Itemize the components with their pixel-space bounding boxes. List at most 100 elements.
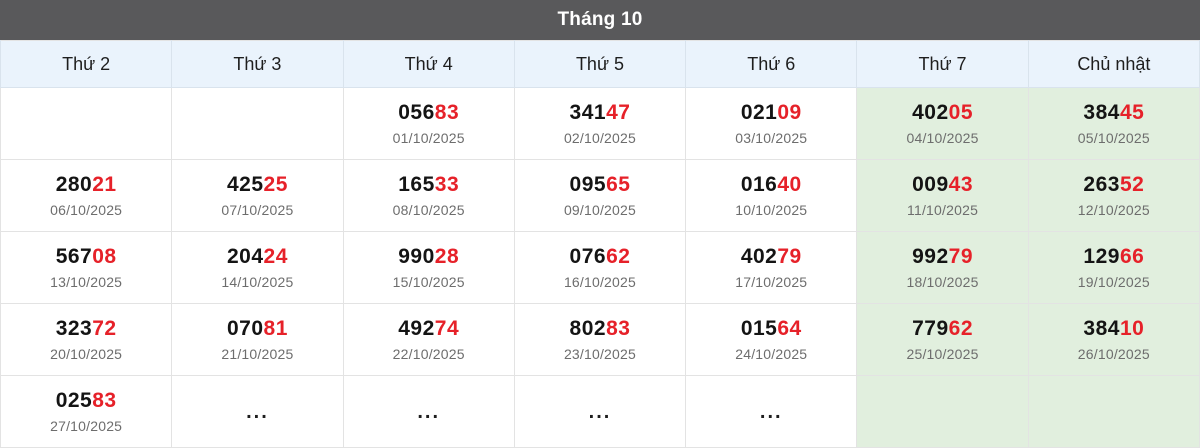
day-cell: 99279 18/10/2025 [856, 231, 1029, 304]
result-number-tail: 79 [948, 245, 973, 269]
result-date: 02/10/2025 [563, 129, 637, 146]
result-number-main: 165 [398, 173, 435, 197]
pending-ellipsis: ... [588, 400, 612, 423]
result-number-tail: 52 [1119, 173, 1145, 197]
result-number: 09565 [515, 173, 685, 197]
day-cell: 07662 16/10/2025 [513, 231, 687, 304]
result-number-tail: 62 [606, 245, 631, 269]
day-cell [1027, 375, 1200, 448]
day-cell: 16533 08/10/2025 [342, 159, 515, 232]
weekday-header-row: Thứ 2 Thứ 3 Thứ 4 Thứ 5 Thứ 6 Thứ 7 Chủ nhật [0, 40, 1200, 88]
result-number: 20424 [172, 245, 342, 269]
result-number-main: 025 [55, 389, 93, 413]
day-cell: 00943 11/10/2025 [856, 159, 1029, 232]
day-cell: 77962 25/10/2025 [856, 303, 1029, 376]
day-cell: ... [342, 375, 515, 448]
day-cell: 02109 03/10/2025 [685, 87, 858, 160]
result-date: 06/10/2025 [50, 201, 123, 218]
weekday-header-4: Thứ 5 [513, 40, 687, 88]
result-number-main: 280 [55, 173, 93, 197]
day-cell [0, 87, 173, 160]
result-number: 38445 [1029, 101, 1199, 125]
day-cell: 34147 02/10/2025 [513, 87, 687, 160]
result-number-tail: 81 [263, 317, 288, 341]
day-cell: 02583 27/10/2025 [0, 375, 173, 448]
result-date: 14/10/2025 [221, 273, 294, 290]
weekday-header-7: Chủ nhật [1027, 40, 1200, 88]
day-cell: 40205 04/10/2025 [856, 87, 1029, 160]
result-date: 17/10/2025 [735, 273, 808, 290]
result-number: 01640 [686, 173, 856, 197]
result-number-main: 129 [1083, 245, 1120, 269]
result-date: 01/10/2025 [392, 129, 465, 146]
day-cell [856, 375, 1029, 448]
result-number-tail: 40 [777, 173, 802, 197]
weekday-header-5: Thứ 6 [685, 40, 858, 88]
results-table: Thứ 2 Thứ 3 Thứ 4 Thứ 5 Thứ 6 Thứ 7 Chủ nhật 0… [0, 40, 1200, 448]
result-date: 03/10/2025 [735, 129, 808, 146]
result-number: 32372 [1, 317, 171, 341]
result-number: 07081 [172, 317, 342, 341]
result-number-main: 056 [398, 101, 435, 125]
result-number-main: 992 [912, 245, 949, 269]
result-number: 28021 [1, 173, 171, 197]
result-number: 42525 [172, 173, 342, 197]
result-number: 38410 [1029, 317, 1199, 341]
pending-ellipsis: ... [417, 400, 441, 423]
day-cell: 09565 09/10/2025 [513, 159, 687, 232]
result-date: 22/10/2025 [392, 345, 465, 362]
result-number: 26352 [1029, 173, 1199, 197]
result-number-tail: 74 [434, 317, 460, 341]
result-date: 19/10/2025 [1077, 273, 1150, 290]
result-date: 12/10/2025 [1077, 201, 1150, 218]
day-cell: ... [513, 375, 687, 448]
day-cell: 42525 07/10/2025 [171, 159, 344, 232]
result-date: 20/10/2025 [50, 345, 123, 362]
result-number: 05683 [344, 101, 514, 125]
result-date: 18/10/2025 [906, 273, 979, 290]
result-number-main: 802 [569, 317, 607, 341]
result-number-tail: 43 [948, 173, 973, 197]
result-number: 77962 [857, 317, 1027, 341]
result-number-main: 021 [740, 101, 778, 125]
result-number-tail: 09 [777, 101, 802, 125]
month-title: Tháng 10 [557, 9, 643, 30]
result-number-tail: 65 [606, 173, 631, 197]
result-number-main: 492 [398, 317, 435, 341]
result-number-tail: 24 [263, 245, 288, 269]
result-date: 25/10/2025 [906, 345, 979, 362]
result-number-tail: 33 [434, 173, 460, 197]
day-cell: 01640 10/10/2025 [685, 159, 858, 232]
result-number-tail: 72 [92, 317, 117, 341]
result-number-tail: 45 [1119, 101, 1145, 125]
result-number-main: 204 [226, 245, 264, 269]
result-date: 11/10/2025 [907, 201, 979, 218]
day-cell: 99028 15/10/2025 [342, 231, 515, 304]
result-number-tail: 83 [606, 317, 631, 341]
result-number-tail: 21 [92, 173, 117, 197]
result-number-tail: 25 [263, 173, 288, 197]
result-date: 13/10/2025 [50, 273, 123, 290]
weekday-header-6: Thứ 7 [856, 40, 1029, 88]
weekday-header-1: Thứ 2 [0, 40, 173, 88]
result-number: 40279 [686, 245, 856, 269]
day-cell: 56708 13/10/2025 [0, 231, 173, 304]
day-cell: 32372 20/10/2025 [0, 303, 173, 376]
result-number-tail: 28 [434, 245, 460, 269]
day-cell: 80283 23/10/2025 [513, 303, 687, 376]
result-number: 49274 [344, 317, 514, 341]
result-number: 34147 [515, 101, 685, 125]
day-cell: 38410 26/10/2025 [1027, 303, 1200, 376]
result-number-tail: 08 [92, 245, 117, 269]
result-number-tail: 62 [948, 317, 973, 341]
day-cell: 28021 06/10/2025 [0, 159, 173, 232]
result-number-main: 402 [912, 101, 949, 125]
result-number: 07662 [515, 245, 685, 269]
result-number-tail: 47 [606, 101, 631, 125]
month-title-bar: Tháng 10 [0, 0, 1200, 40]
day-cell: 20424 14/10/2025 [171, 231, 344, 304]
result-date: 23/10/2025 [563, 345, 637, 362]
result-number-main: 263 [1083, 173, 1120, 197]
pending-ellipsis: ... [246, 400, 269, 423]
